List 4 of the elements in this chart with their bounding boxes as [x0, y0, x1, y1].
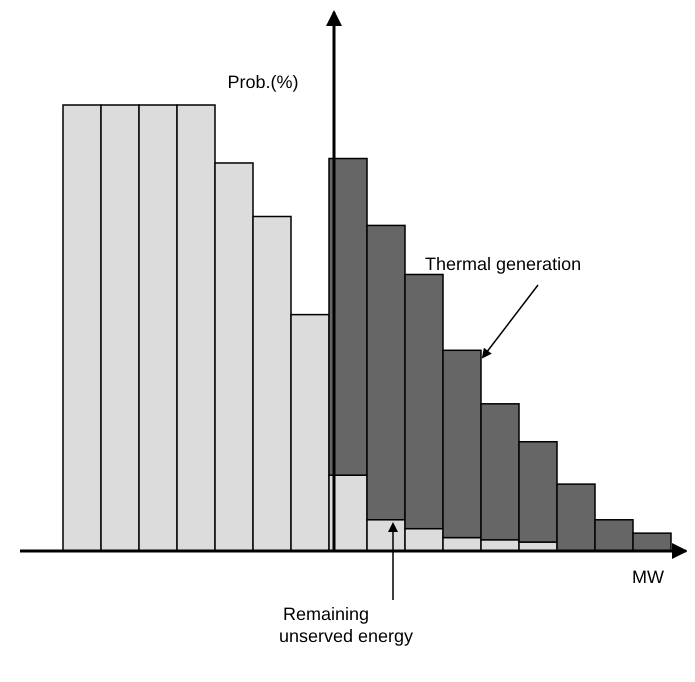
- series-label: Thermal generation: [425, 254, 582, 274]
- x-axis-title: MW: [632, 567, 664, 587]
- y-axis-title: Prob.(%): [227, 72, 299, 92]
- text: Remaining unserved energy: [278, 604, 414, 646]
